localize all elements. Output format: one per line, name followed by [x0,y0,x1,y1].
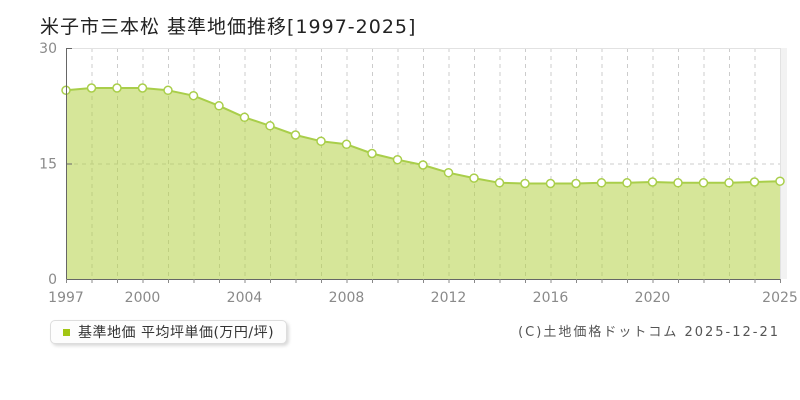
x-tick-label: 2020 [635,290,671,306]
data-point [341,139,352,150]
data-point [571,178,581,189]
data-point [86,83,97,93]
x-tick-label: 1997 [48,290,84,306]
data-point [316,136,326,146]
data-point [596,178,607,188]
data-point [520,178,530,189]
copyright-text: (C)土地価格ドットコム 2025-12-21 [518,325,780,340]
data-points [61,83,785,189]
y-tick-label: 30 [39,41,57,57]
data-point [367,148,377,159]
data-point [418,160,428,170]
price-chart: 0 15 30 1997 2000 2004 2008 2012 2016 2020 2025 [39,41,798,306]
data-point [188,90,199,101]
data-point [724,178,734,188]
data-point [698,178,709,188]
x-tick-label: 2004 [227,290,263,306]
data-point [647,177,658,187]
data-point [112,83,122,93]
y-axis-labels: 0 15 30 [39,41,57,288]
plot-border [66,48,787,279]
data-point [494,178,505,188]
data-point [265,121,275,131]
legend-box: 基準地価 平均坪単価(万円/坪) [50,320,288,344]
axes [66,48,781,283]
x-tick-label: 2012 [431,290,467,306]
data-point [290,130,301,140]
legend-swatch-icon [63,328,70,336]
data-point [214,101,224,111]
data-point [545,178,556,189]
legend-label: 基準地価 平均坪単価(万円/坪) [78,325,275,341]
x-tick-label: 2008 [329,290,365,306]
data-point [163,85,173,96]
y-tick-label: 0 [48,272,57,288]
data-point [622,178,632,188]
data-point [673,178,683,188]
area-series [66,88,780,279]
data-point [775,176,785,186]
x-axis-labels: 1997 2000 2004 2008 2012 2016 2020 2025 [48,290,798,306]
data-point [239,112,250,123]
data-point [469,173,479,183]
y-tick-label: 15 [39,157,57,173]
x-tick-label: 2025 [762,290,798,306]
chart-title: 米子市三本松 基準地価推移[1997-2025] [40,16,417,38]
data-point [392,154,403,165]
data-point [749,177,760,187]
data-point [137,83,148,93]
x-tick-label: 2000 [125,290,161,306]
x-tick-label: 2016 [533,290,569,306]
data-point [443,167,454,178]
